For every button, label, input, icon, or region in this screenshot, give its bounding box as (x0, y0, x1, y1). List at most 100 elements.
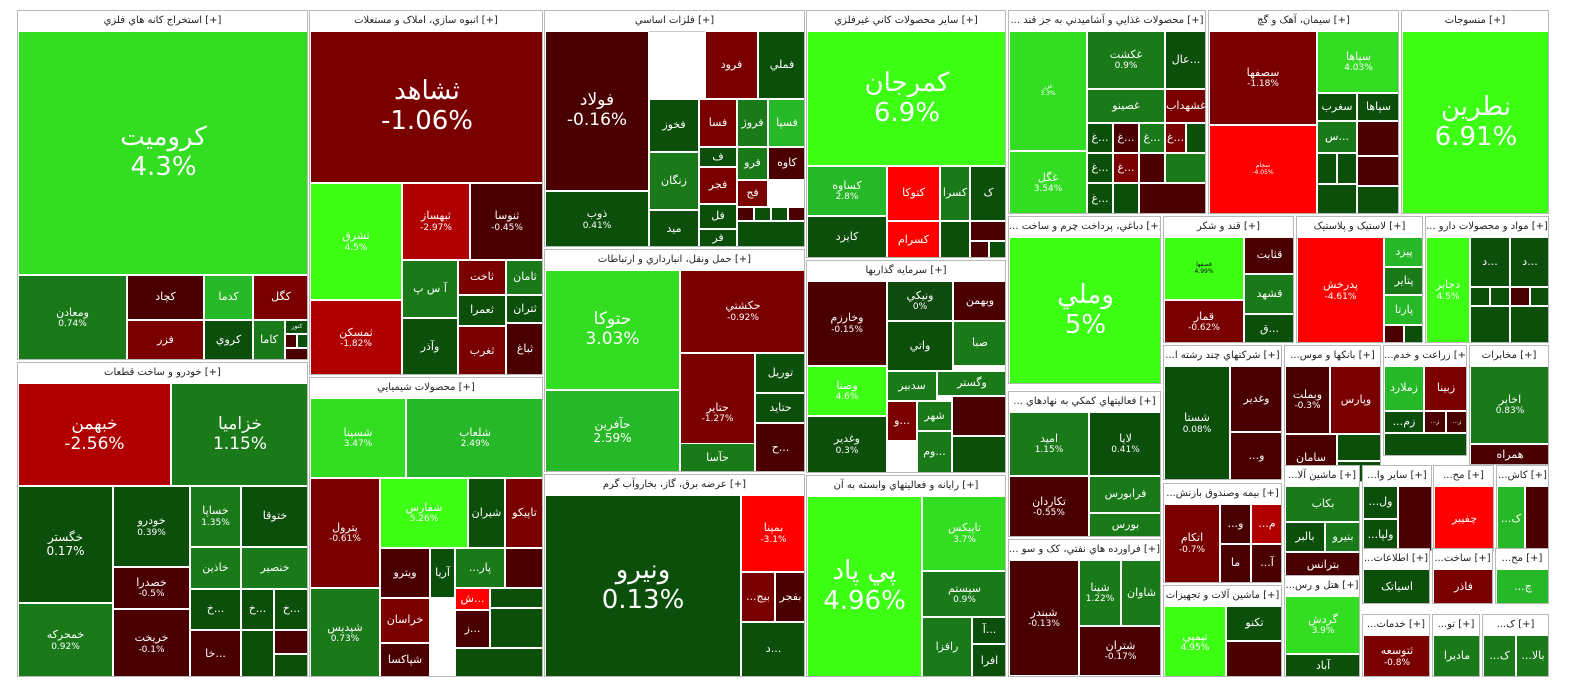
treemap-cell[interactable]: ...بالا (1516, 635, 1548, 676)
treemap-cell[interactable]: ش... (455, 588, 490, 610)
treemap-cell[interactable]: توريل (755, 353, 804, 393)
treemap-cell[interactable] (737, 221, 804, 246)
sector-header[interactable]: ... دباغي، پرداخت چرم و ساخت [+] (1009, 217, 1160, 238)
sector-header[interactable]: ...بانکها و موس [+] (1285, 346, 1380, 367)
sector-header[interactable]: ...ساخت [+] (1433, 549, 1492, 570)
treemap-cell[interactable]: عال... (1165, 31, 1205, 89)
treemap-cell[interactable]: وبملت -0.3% (1285, 366, 1330, 434)
treemap-cell[interactable]: حتوکا 3.03% (545, 270, 680, 390)
treemap-cell[interactable] (285, 334, 297, 348)
treemap-cell[interactable]: کساوه 2.8% (807, 166, 887, 216)
treemap-cell[interactable]: ...ول (1363, 486, 1398, 519)
treemap-cell[interactable]: فسپا (768, 99, 804, 147)
treemap-cell[interactable]: ...آ (1251, 544, 1281, 582)
treemap-cell[interactable] (241, 630, 274, 676)
treemap-cell[interactable]: تپمپي 4.95% (1164, 606, 1226, 676)
treemap-cell[interactable]: واتي (887, 321, 953, 371)
treemap-cell[interactable]: خ... (241, 589, 274, 630)
treemap-cell[interactable]: شهر (917, 401, 952, 431)
treemap-cell[interactable]: رافزا (922, 617, 972, 676)
treemap-cell[interactable]: شپديس 0.73% (310, 588, 380, 676)
treemap-cell[interactable]: کتوکا (887, 166, 940, 221)
treemap-cell[interactable]: ثتران (506, 295, 542, 323)
treemap-cell[interactable]: ذوب 0.41% (545, 191, 649, 246)
sector-header[interactable]: حمل ونقل، انبارداري و ارتباطات [+] (545, 250, 804, 271)
treemap-cell[interactable]: ثعمرا (458, 295, 506, 326)
treemap-cell[interactable]: پترول -0.61% (310, 478, 380, 588)
treemap-cell[interactable]: شسپنا 3.47% (310, 398, 406, 478)
sector-header[interactable]: ...شرکتهاي چند رشته ا [+] (1164, 346, 1281, 367)
treemap-cell[interactable] (1404, 325, 1422, 342)
treemap-cell[interactable]: ثبهساز -2.97% (402, 183, 470, 260)
sector-header[interactable]: ...مح [+] (1434, 466, 1493, 487)
treemap-cell[interactable]: ويترو (380, 548, 430, 598)
treemap-cell[interactable]: آريا (430, 548, 455, 598)
treemap-cell[interactable]: کچاد (127, 275, 204, 320)
treemap-cell[interactable]: تکاردان -0.55% (1009, 476, 1089, 536)
treemap-cell[interactable]: وبهمن (953, 281, 1005, 321)
treemap-cell[interactable]: فولاد -0.16% (545, 31, 649, 191)
treemap-cell[interactable] (1470, 306, 1510, 342)
treemap-cell[interactable]: خصدرا -0.5% (113, 567, 190, 609)
treemap-cell[interactable] (1384, 325, 1404, 342)
treemap-cell[interactable]: سغرب (1317, 93, 1357, 121)
treemap-cell[interactable]: ...چ (1496, 569, 1548, 603)
treemap-cell[interactable] (1510, 306, 1548, 342)
sector-header[interactable]: عرضه برق، گاز، بخاروآب گرم [+] (545, 475, 804, 496)
treemap-cell[interactable] (989, 241, 1005, 257)
treemap-cell[interactable]: وگستر (937, 371, 1005, 396)
treemap-cell[interactable]: اميد 1.15% (1009, 412, 1089, 476)
sector-header[interactable]: ساير محصولات کاني غيرفلزي [+] (807, 11, 1005, 32)
treemap-cell[interactable]: غ... (1113, 153, 1139, 183)
treemap-cell[interactable]: تاپيکس 3.7% (922, 496, 1005, 571)
treemap-cell[interactable]: ...و (1220, 504, 1251, 544)
treemap-cell[interactable]: فرو (737, 147, 768, 180)
sector-header[interactable]: ... محصولات غذايي و آشاميدني به جز قند [… (1009, 11, 1205, 32)
sector-header[interactable]: مخابرات [+] (1470, 346, 1548, 367)
treemap-cell[interactable]: اسياتک (1363, 569, 1429, 603)
treemap-cell[interactable]: کمرجان 6.9% (807, 31, 1005, 166)
treemap-cell[interactable]: ثتوسعه -0.8% (1363, 635, 1429, 676)
treemap-cell[interactable]: پتاير (1384, 267, 1422, 295)
treemap-cell[interactable]: آباد (1285, 654, 1359, 676)
treemap-cell[interactable]: پي پاد 4.96% (807, 496, 922, 676)
treemap-cell[interactable]: ...زم (1384, 411, 1424, 433)
treemap-cell[interactable]: کسرام (887, 221, 940, 257)
treemap-cell[interactable]: غ... (1139, 123, 1165, 153)
treemap-cell[interactable]: کروي (204, 320, 253, 359)
sector-header[interactable]: ...اطلاعات [+] (1363, 549, 1429, 570)
treemap-cell[interactable]: نطرين 6.91% (1402, 31, 1548, 213)
treemap-cell[interactable]: همراه (1470, 444, 1548, 464)
treemap-cell[interactable]: شستا 0.08% (1164, 366, 1230, 479)
treemap-cell[interactable]: خراسان (380, 598, 430, 643)
treemap-cell[interactable]: س... (1317, 121, 1357, 153)
sector-header[interactable]: ...تو [+] (1433, 615, 1479, 636)
treemap-cell[interactable]: فسا (699, 99, 737, 147)
treemap-cell[interactable]: کاما (253, 320, 285, 359)
treemap-cell[interactable]: ومعادن 0.74% (18, 275, 127, 359)
treemap-cell[interactable]: گردش 3.9% (1285, 596, 1359, 654)
treemap-cell[interactable] (285, 348, 307, 359)
treemap-cell[interactable]: بمپنا -3.1% (741, 495, 804, 572)
treemap-cell[interactable]: کدما (204, 275, 253, 320)
treemap-cell[interactable] (1510, 287, 1530, 306)
treemap-cell[interactable] (1357, 186, 1398, 213)
treemap-cell[interactable]: ثشاهد -1.06% (310, 31, 542, 183)
treemap-cell[interactable] (1337, 153, 1357, 184)
treemap-cell[interactable]: قثابت (1244, 237, 1293, 274)
treemap-cell[interactable]: ثغرب (458, 326, 506, 374)
treemap-cell[interactable] (1186, 123, 1205, 153)
sector-header[interactable]: ...ماشين آلا [+] (1285, 466, 1359, 487)
treemap-cell[interactable]: غ... (1087, 183, 1113, 213)
treemap-cell[interactable]: خنصير (241, 547, 307, 589)
treemap-cell[interactable] (940, 221, 970, 257)
treemap-cell[interactable]: بترانس (1285, 552, 1359, 576)
treemap-cell[interactable]: ثمسکن -1.82% (310, 300, 402, 374)
treemap-cell[interactable]: خ... (274, 589, 307, 630)
treemap-cell[interactable]: شيران (468, 478, 505, 548)
treemap-cell[interactable]: فاذر (1433, 569, 1492, 603)
treemap-cell[interactable]: پدرخش -4.61% (1297, 237, 1384, 342)
treemap-cell[interactable]: ثباغ (506, 323, 542, 374)
treemap-cell[interactable]: زملارد (1384, 366, 1424, 411)
treemap-cell[interactable] (1357, 156, 1398, 186)
